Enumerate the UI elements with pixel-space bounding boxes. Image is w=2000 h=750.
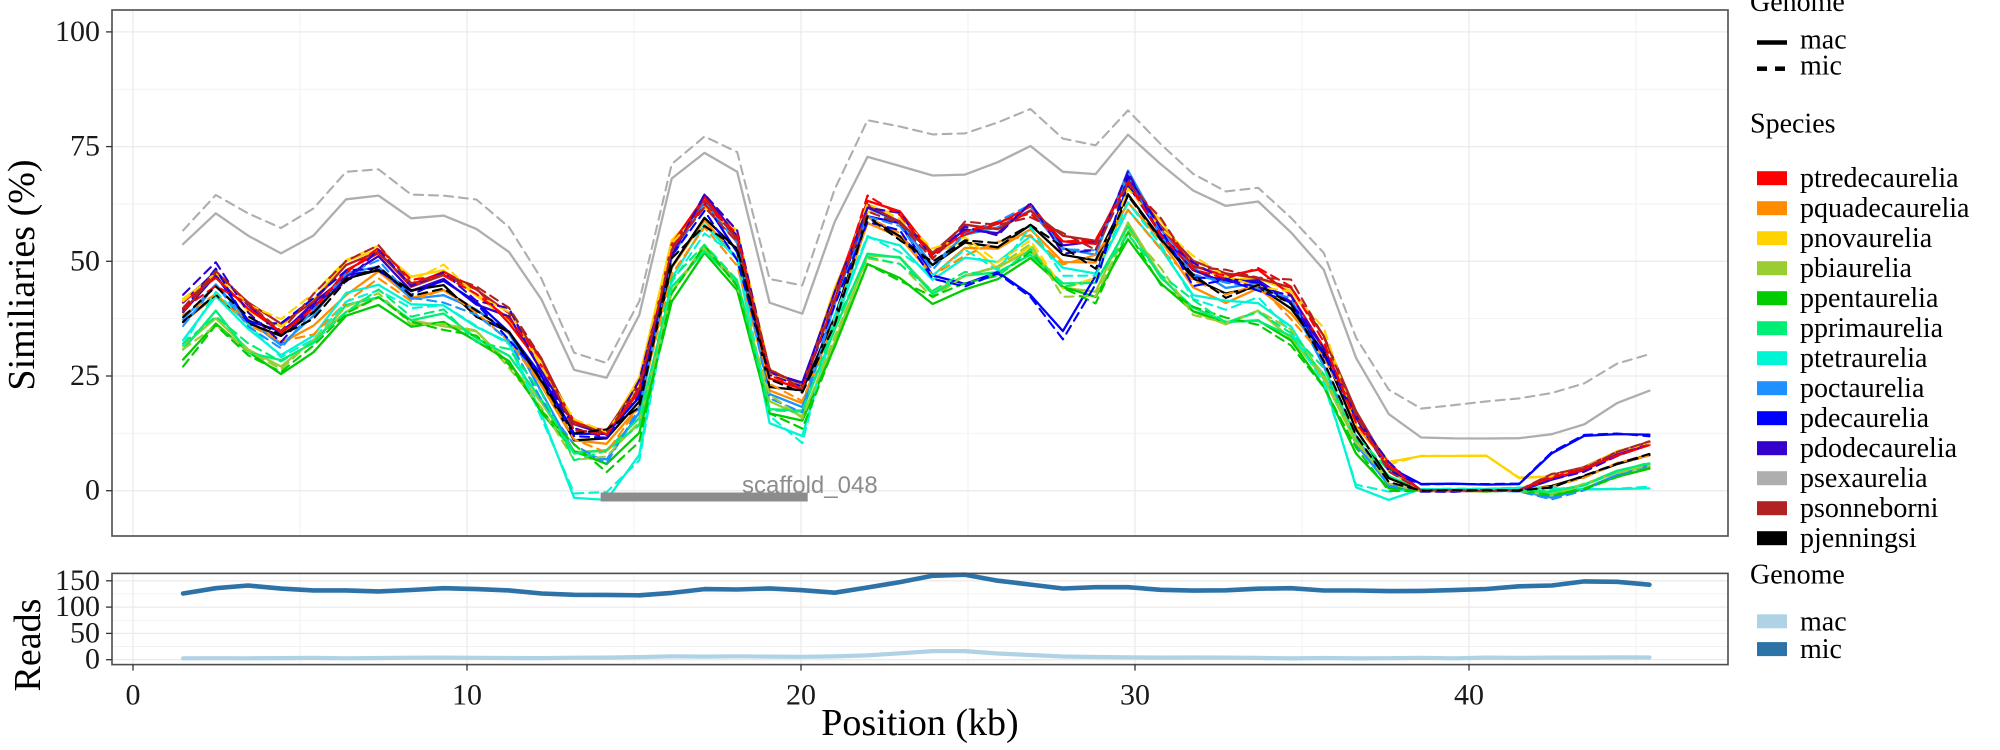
svg-text:psexaurelia: psexaurelia [1800, 463, 1928, 494]
svg-text:75: 75 [70, 130, 100, 163]
svg-text:Genome: Genome [1750, 0, 1845, 18]
svg-text:pprimaurelia: pprimaurelia [1800, 313, 1944, 344]
svg-text:Genome: Genome [1750, 560, 1845, 591]
svg-text:10: 10 [452, 679, 482, 712]
svg-text:Similiaries (%): Similiaries (%) [1, 159, 43, 390]
svg-text:poctaurelia: poctaurelia [1800, 373, 1925, 404]
svg-text:0: 0 [126, 679, 141, 712]
svg-text:pdodecaurelia: pdodecaurelia [1800, 433, 1958, 464]
svg-text:30: 30 [1120, 679, 1150, 712]
svg-text:mac: mac [1800, 606, 1847, 637]
svg-text:pdecaurelia: pdecaurelia [1800, 403, 1930, 434]
svg-text:pjenningsi: pjenningsi [1800, 523, 1917, 554]
svg-text:50: 50 [70, 244, 100, 277]
svg-text:ppentaurelia: ppentaurelia [1800, 283, 1939, 314]
svg-text:25: 25 [70, 359, 100, 392]
svg-text:100: 100 [55, 15, 100, 48]
svg-text:Species: Species [1750, 109, 1836, 140]
svg-text:Reads: Reads [7, 599, 49, 692]
svg-text:Position (kb): Position (kb) [821, 702, 1018, 744]
svg-text:pnovaurelia: pnovaurelia [1800, 223, 1933, 254]
svg-text:ptredecaurelia: ptredecaurelia [1800, 163, 1959, 194]
svg-text:pbiaurelia: pbiaurelia [1800, 253, 1913, 284]
svg-text:20: 20 [786, 679, 816, 712]
svg-text:psonneborni: psonneborni [1800, 493, 1939, 524]
svg-text:0: 0 [85, 474, 100, 507]
svg-text:ptetraurelia: ptetraurelia [1800, 343, 1928, 374]
svg-text:pquadecaurelia: pquadecaurelia [1800, 193, 1970, 224]
svg-text:mic: mic [1800, 51, 1842, 82]
svg-text:40: 40 [1454, 679, 1484, 712]
svg-text:150: 150 [55, 564, 100, 597]
svg-text:mic: mic [1800, 634, 1842, 665]
